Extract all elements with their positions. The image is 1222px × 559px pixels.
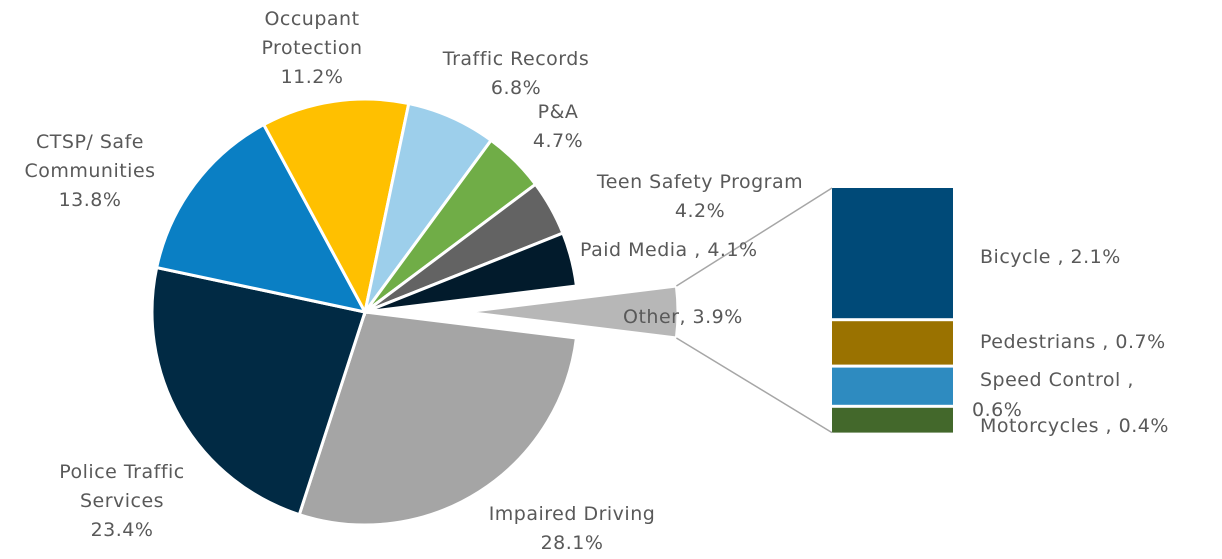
category-label: Traffic Records: [442, 48, 590, 70]
bar-segment: [832, 407, 953, 433]
value-label: 11.2%: [280, 66, 344, 88]
connector-line: [676, 187, 833, 287]
value-label: 0.6%: [972, 399, 1023, 421]
connector-line: [676, 337, 833, 434]
pie-slice: [150, 265, 367, 517]
value-label: 0.7%: [1115, 331, 1166, 353]
value-label: 0.4%: [1118, 415, 1169, 437]
data-label: Bicycle , 2.1%: [980, 243, 1121, 272]
value-label: 3.9%: [692, 306, 743, 328]
data-label: P&A 4.7%: [518, 98, 598, 156]
category-label: Pedestrians ,: [980, 331, 1109, 353]
data-label: Motorcycles , 0.4%: [980, 412, 1169, 441]
data-label: Teen Safety Program 4.2%: [565, 168, 835, 226]
data-label: Impaired Driving 28.1%: [452, 500, 692, 558]
pie-slice: [154, 122, 368, 315]
value-label: 2.1%: [1070, 246, 1121, 268]
category-label: Teen Safety Program: [596, 171, 804, 193]
pie-slice: [297, 310, 579, 527]
pie-slice: [464, 284, 680, 340]
value-label: 13.8%: [58, 189, 122, 211]
bar-segment: [832, 188, 953, 319]
data-label: CTSP/ Safe Communities 13.8%: [5, 128, 175, 215]
data-label: Pedestrians , 0.7%: [980, 328, 1166, 357]
bar-segment: [832, 321, 953, 365]
bar-segment: [832, 367, 953, 405]
data-label: Traffic Records 6.8%: [406, 45, 626, 103]
category-label: Other,: [623, 306, 686, 328]
data-label: Occupant Protection 11.2%: [242, 5, 382, 92]
category-label: CTSP/ Safe Communities: [24, 131, 156, 182]
pie-slice: [261, 97, 411, 317]
category-label: Impaired Driving: [488, 503, 656, 525]
category-label: Speed Control ,: [980, 369, 1134, 391]
category-label: Occupant Protection: [261, 8, 363, 59]
data-label: Police Traffic Services 23.4%: [32, 458, 212, 545]
data-label: Speed Control , 0.6%: [972, 365, 1187, 425]
value-label: 23.4%: [90, 519, 154, 541]
value-label: 4.2%: [674, 200, 726, 222]
value-label: 6.8%: [490, 77, 542, 99]
value-label: 4.7%: [532, 130, 584, 152]
data-label: Other, 3.9%: [623, 303, 743, 332]
category-label: Police Traffic Services: [59, 461, 185, 512]
category-label: Motorcycles ,: [980, 415, 1113, 437]
category-label: Paid Media ,: [580, 239, 701, 261]
pie-slice: [364, 231, 579, 314]
category-label: P&A: [537, 101, 579, 123]
value-label: 28.1%: [540, 532, 604, 554]
category-label: Bicycle ,: [980, 246, 1064, 268]
data-label: Paid Media , 4.1%: [580, 236, 758, 265]
value-label: 4.1%: [707, 239, 758, 261]
